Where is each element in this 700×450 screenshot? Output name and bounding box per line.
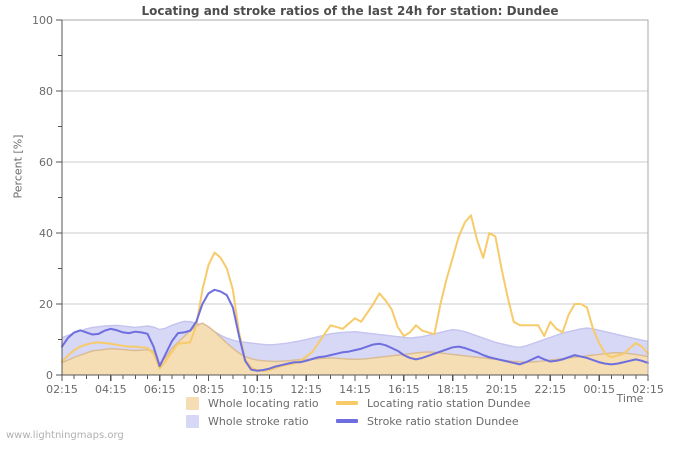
x-tick-label: 12:15 xyxy=(290,383,322,396)
watermark: www.lightningmaps.org xyxy=(6,430,124,441)
line-series-layer xyxy=(61,214,649,372)
y-axis-ticks: 0 20 40 60 80 100 xyxy=(32,14,62,382)
legend-line-icon xyxy=(336,401,358,405)
area-series-layer xyxy=(61,320,649,375)
x-tick-label: 06:15 xyxy=(144,383,176,396)
legend-swatch-icon xyxy=(186,414,199,428)
grid-lines xyxy=(62,19,648,376)
area-whole-locating-ratio xyxy=(62,323,648,375)
x-tick-label: 18:15 xyxy=(437,383,469,396)
legend-line-icon xyxy=(336,419,358,423)
x-tick-label: 10:15 xyxy=(241,383,273,396)
y-tick-label: 80 xyxy=(39,85,53,98)
x-tick-label: 20:15 xyxy=(486,383,518,396)
x-axis-label: Time xyxy=(616,392,644,405)
legend-label: Locating ratio station Dundee xyxy=(367,396,531,410)
x-tick-label: 02:15 xyxy=(46,383,78,396)
legend-item[interactable]: Whole locating ratio xyxy=(186,394,336,412)
y-tick-label: 100 xyxy=(32,14,53,27)
x-tick-label: 04:15 xyxy=(95,383,127,396)
x-tick-label: 16:15 xyxy=(388,383,420,396)
y-tick-label: 60 xyxy=(39,156,53,169)
legend-label: Whole locating ratio xyxy=(208,396,319,410)
x-tick-label: 00:15 xyxy=(583,383,615,396)
y-tick-label: 0 xyxy=(46,369,53,382)
area-edge-whole-stroke-ratio xyxy=(61,320,649,349)
line-locating-ratio-station-dundee xyxy=(61,214,649,372)
legend-label: Stroke ratio station Dundee xyxy=(367,414,519,428)
x-tick-label: 22:15 xyxy=(534,383,566,396)
x-tick-label: 14:15 xyxy=(339,383,371,396)
y-tick-label: 40 xyxy=(39,227,53,240)
y-tick-label: 20 xyxy=(39,298,53,311)
legend-item[interactable]: Whole stroke ratio xyxy=(186,412,336,430)
x-tick-label: 02:15 xyxy=(632,383,664,396)
legend-label: Whole stroke ratio xyxy=(208,414,309,428)
plot-frame xyxy=(61,19,649,376)
legend-item[interactable]: Stroke ratio station Dundee xyxy=(336,412,656,430)
legend-item[interactable]: Locating ratio station Dundee xyxy=(336,394,656,412)
x-tick-label: 08:15 xyxy=(193,383,225,396)
legend-swatch-icon xyxy=(186,396,199,410)
chart-title: Locating and stroke ratios of the last 2… xyxy=(141,4,559,18)
x-axis-ticks: 02:15 04:15 06:15 08:15 10:15 12:15 14:15 16:15… xyxy=(46,375,664,396)
line-stroke-ratio-station-dundee xyxy=(61,288,649,372)
chart-legend: Whole locating ratio Locating ratio stati… xyxy=(186,394,656,430)
